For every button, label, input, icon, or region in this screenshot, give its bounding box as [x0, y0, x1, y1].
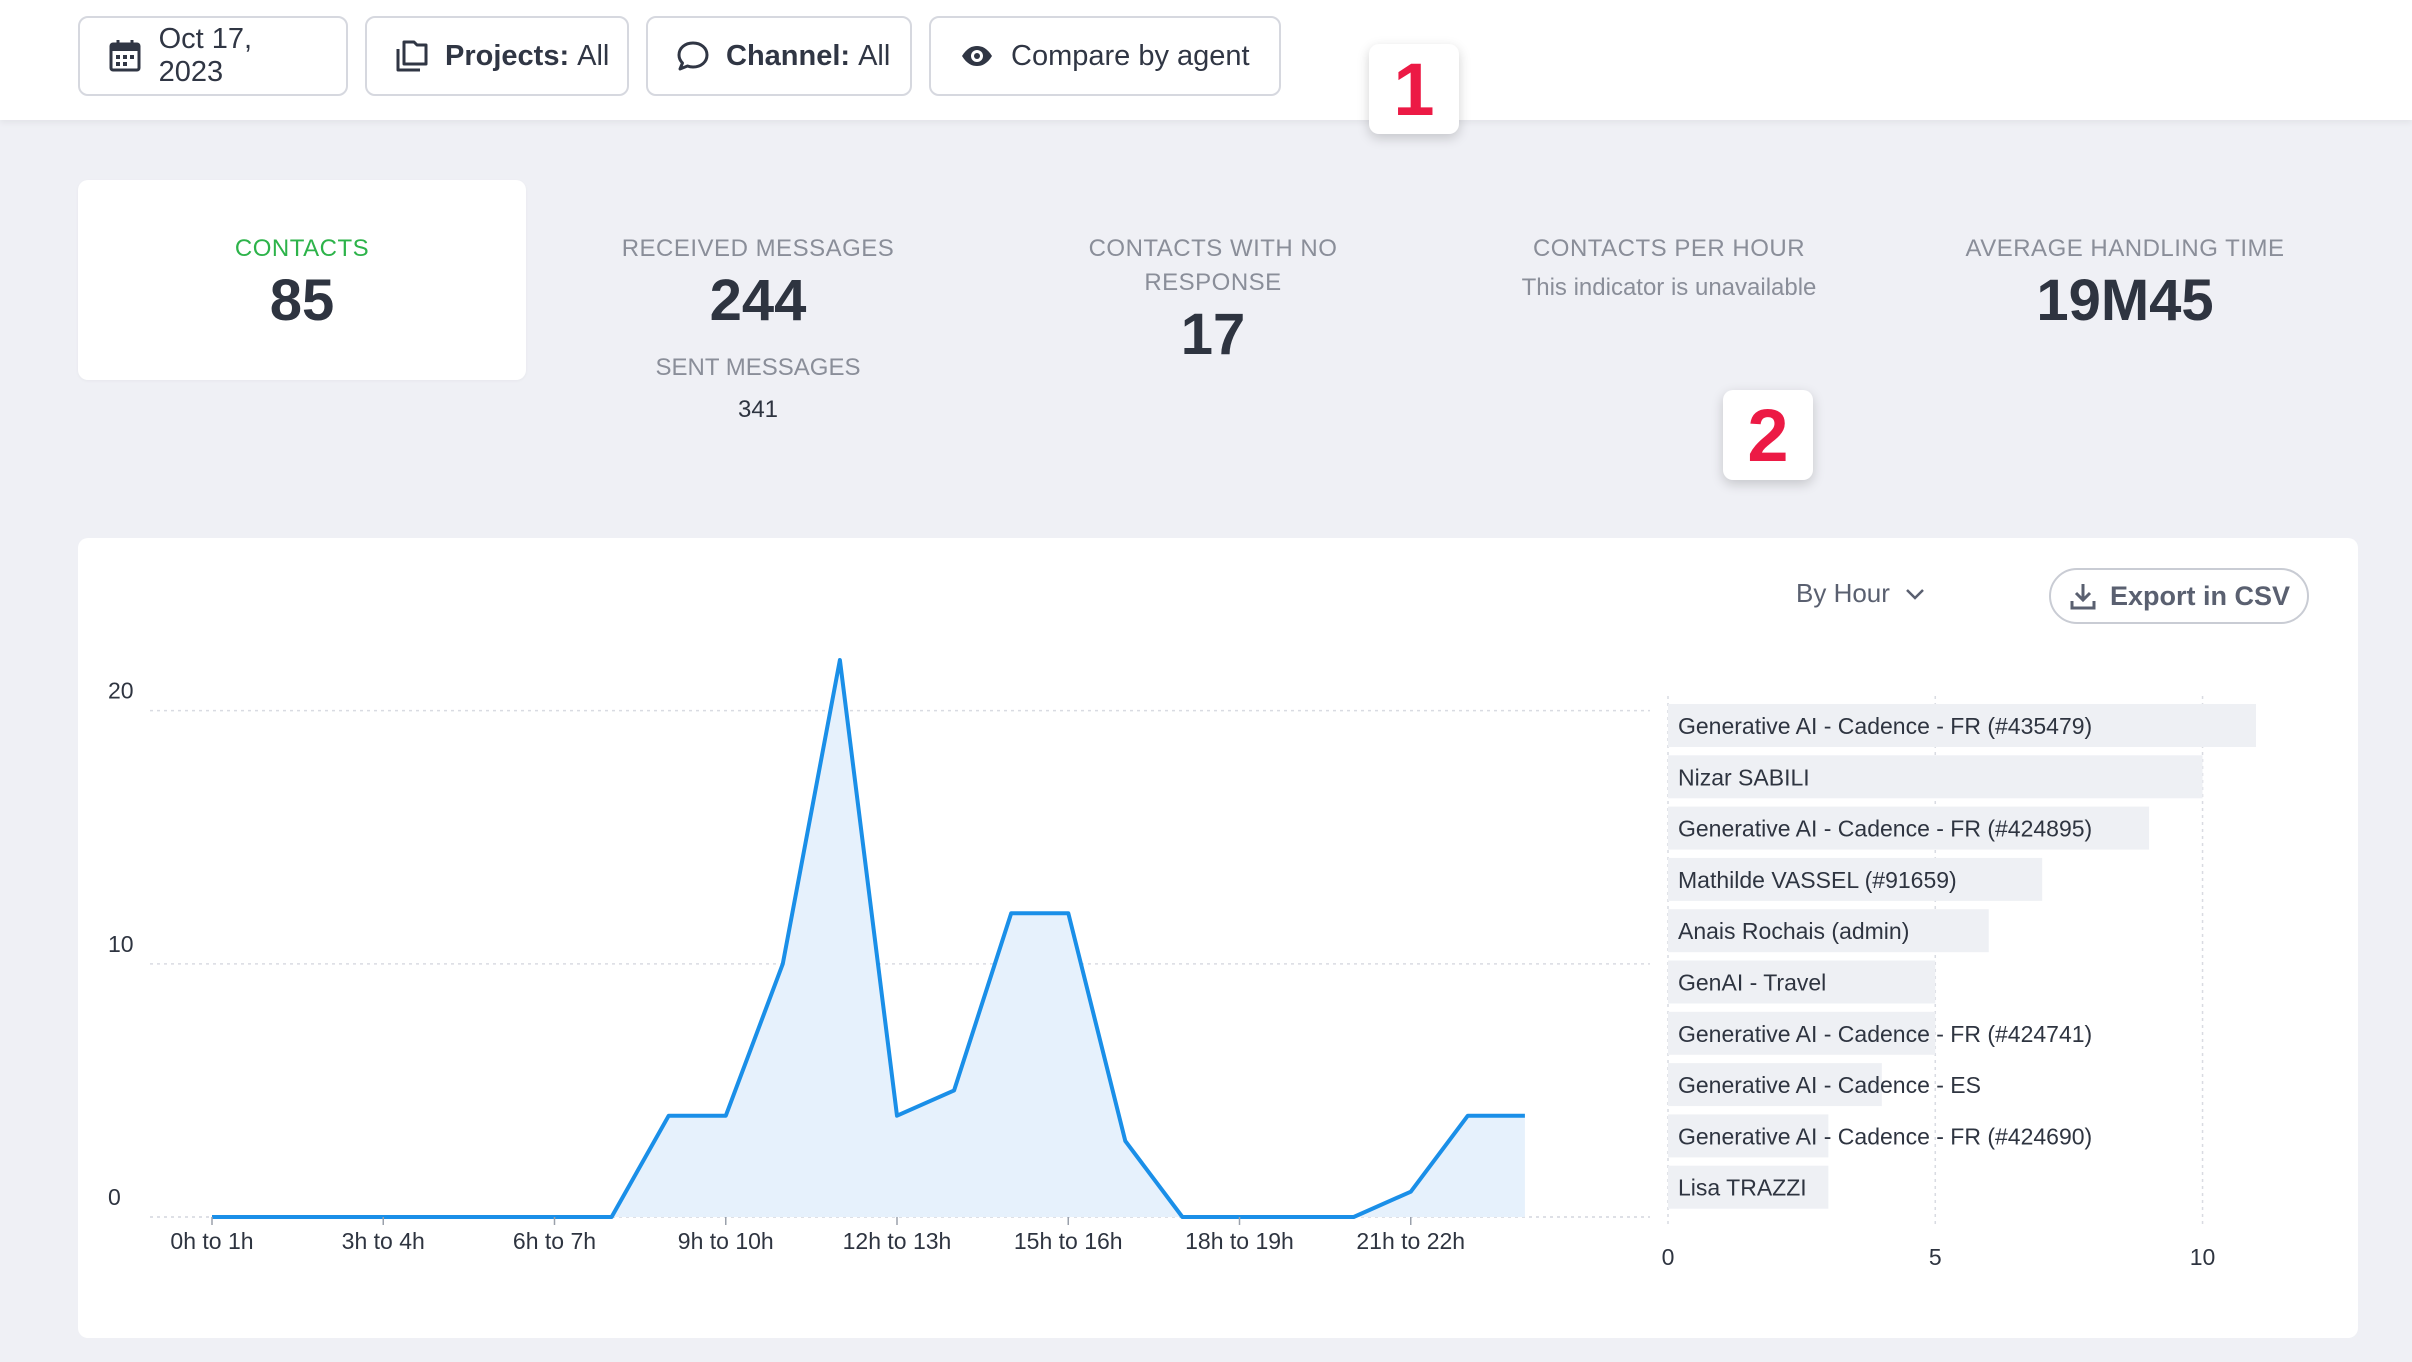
bar-label: Generative AI - Cadence - ES: [1678, 1072, 1981, 1098]
contacts-kpi: CONTACTS 85: [112, 232, 492, 334]
bar-label: Mathilde VASSEL (#91659): [1678, 867, 1957, 893]
bar: [1668, 806, 2150, 850]
channel-filter-button[interactable]: Channel: All: [646, 16, 912, 96]
projects-filter-button[interactable]: Projects: All: [365, 16, 629, 96]
eye-icon: [959, 38, 995, 74]
projects-icon: [395, 38, 429, 74]
bar-label: GenAI - Travel: [1678, 970, 1826, 996]
x-tick-label: 9h to 10h: [678, 1228, 774, 1254]
bar: [1668, 960, 1936, 1004]
contacts-label: CONTACTS: [234, 235, 370, 262]
bar: [1668, 1063, 1882, 1107]
chevron-down-icon: [1904, 587, 1926, 601]
series-line: [212, 658, 1525, 1219]
x-tick-label: 3h to 4h: [342, 1228, 425, 1254]
contacts-kpi-card[interactable]: [78, 180, 526, 380]
download-icon: [2068, 581, 2098, 611]
no-response-kpi: CONTACTS WITH NO RESPONSE 17: [1023, 232, 1403, 368]
date-label: Oct 17, 2023: [158, 23, 253, 88]
agent-contacts-bar-chart: 0 5 10 Generative AI - Cadence - FR (#43547…: [1662, 696, 2256, 1270]
bar: [1668, 755, 2203, 799]
bar: [1668, 1165, 1829, 1209]
channel-filter-value: All: [858, 39, 891, 72]
average-handling-time-kpi: AVERAGE HANDLING TIME 19M45: [1935, 232, 2315, 334]
date-picker-button[interactable]: Oct 17, 2023: [78, 16, 348, 96]
contacts-per-hour-kpi: CONTACTS PER HOUR This indicator is unav…: [1479, 232, 1859, 304]
x-tick-label: 0h to 1h: [170, 1228, 253, 1254]
x-tick-label: 15h to 16h: [1014, 1228, 1123, 1254]
calendar-icon: [108, 38, 143, 74]
x-tick-label: 21h to 22h: [1356, 1228, 1465, 1254]
granularity-value: By Hour: [1796, 578, 1890, 608]
x-tick-label: 10: [2190, 1244, 2216, 1270]
x-tick-label: 0: [1662, 1244, 1675, 1270]
chat-bubble-icon: [676, 38, 710, 74]
channel-filter-key: Channel:: [726, 39, 851, 72]
aht-value: 19M45: [2036, 268, 2214, 333]
received-messages-kpi: RECEIVED MESSAGES 244 SENT MESSAGES 341: [568, 232, 948, 428]
bar: [1668, 1114, 1829, 1158]
x-tick-label: 12h to 13h: [843, 1228, 952, 1254]
contacts-value: 85: [269, 268, 335, 333]
received-messages-value: 244: [709, 268, 807, 333]
hourly-contacts-line-chart: 0 10 20 0h to 1h 3h to 4h 6h to 7h 9h to 10h 12…: [108, 658, 1650, 1254]
bar-label: Generative AI - Cadence - FR (#435479): [1678, 713, 2092, 739]
series-area: [212, 660, 1525, 1217]
projects-filter-value: All: [577, 39, 610, 72]
bar-label: Anais Rochais (admin): [1678, 918, 1909, 944]
x-tick-label: 18h to 19h: [1185, 1228, 1294, 1254]
bar: [1668, 704, 2256, 747]
compare-by-agent-button[interactable]: Compare by agent: [929, 16, 1281, 96]
x-tick-label: 6h to 7h: [513, 1228, 596, 1254]
aht-label: AVERAGE HANDLING TIME: [1965, 235, 2285, 262]
bar: [1668, 909, 1989, 953]
bar-label: Generative AI - Cadence - FR (#424741): [1678, 1021, 2092, 1047]
bar-label: Generative AI - Cadence - FR (#424690): [1678, 1123, 2092, 1149]
no-response-label-line1: CONTACTS WITH NO: [1088, 235, 1338, 262]
bar-label: Nizar SABILI: [1678, 764, 1810, 790]
export-csv-button[interactable]: Export in CSV: [2049, 568, 2309, 624]
bar: [1668, 1011, 1936, 1055]
received-messages-label: RECEIVED MESSAGES: [621, 235, 895, 262]
no-response-value: 17: [1180, 302, 1246, 367]
annotation-marker-1: 1: [1369, 44, 1459, 134]
bar-label: Generative AI - Cadence - FR (#424895): [1678, 816, 2092, 842]
sent-messages-label: SENT MESSAGES: [655, 354, 861, 381]
export-label: Export in CSV: [2109, 580, 2291, 611]
annotation-marker-2: 2: [1723, 390, 1813, 480]
contacts-per-hour-note: This indicator is unavailable: [1521, 274, 1817, 301]
bar-label: Lisa TRAZZI: [1678, 1175, 1807, 1201]
contacts-per-hour-label: CONTACTS PER HOUR: [1532, 235, 1806, 262]
compare-label: Compare by agent: [1011, 39, 1250, 72]
sent-messages-value: 341: [737, 396, 779, 423]
no-response-label-line2: RESPONSE: [1144, 269, 1282, 296]
y-tick-label: 0: [108, 1184, 121, 1210]
y-tick-label: 10: [108, 931, 134, 957]
x-tick-label: 5: [1929, 1244, 1942, 1270]
bar: [1668, 857, 2043, 901]
granularity-dropdown[interactable]: By Hour: [1796, 578, 1926, 609]
projects-filter-key: Projects:: [445, 39, 570, 72]
y-tick-label: 20: [108, 678, 134, 704]
filter-bar: Oct 17, 2023 Projects: All Channel: All …: [0, 0, 2412, 120]
